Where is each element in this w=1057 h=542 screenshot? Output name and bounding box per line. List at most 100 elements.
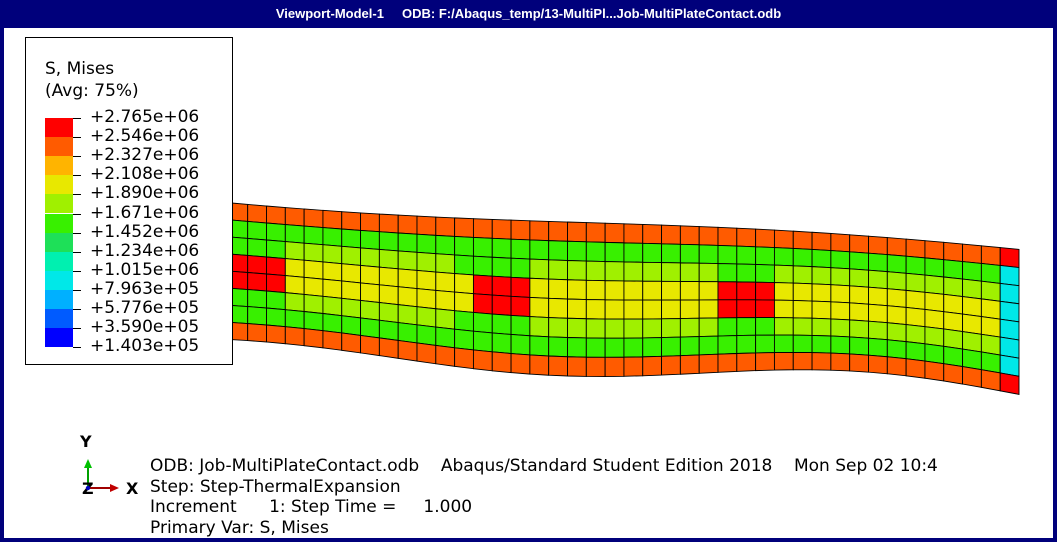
mesh-element [548,240,568,261]
mesh-element [548,278,568,300]
mesh-element [585,279,606,301]
mesh-element [943,241,964,263]
mesh-element [868,235,888,256]
mesh-element [999,264,1020,287]
mesh-element [736,317,757,337]
mesh-element [491,237,512,259]
triad-y-label: Y [79,432,92,451]
legend-swatch [45,156,73,176]
mesh-element [698,244,719,265]
mesh-element [378,319,399,341]
mesh-element [322,261,343,282]
mesh-element [962,261,982,282]
mesh-element [717,353,738,373]
mesh-element [247,289,267,309]
mesh-element [435,308,456,330]
mesh-element [567,337,587,358]
mesh-element [303,225,324,246]
mesh-element [604,299,625,320]
viewport-canvas[interactable]: S, Mises (Avg: 75%) +2.765e+06 +2.546e+06… [4,28,1053,538]
mesh-element [849,302,869,322]
odb-path-label: ODB: F:/Abaqus_temp/13-MultiPl...Job-Mul… [402,6,782,21]
mesh-element [397,214,418,235]
mesh-element [548,297,568,319]
mesh-element [510,257,531,279]
mesh-element [679,225,700,246]
mesh-element [435,216,456,237]
mesh-element [830,301,851,321]
mesh-element [698,299,719,319]
mesh-element [755,299,775,319]
mesh-element [284,309,305,330]
mesh-element [886,356,907,377]
mesh-element [905,272,926,293]
mesh-element [266,273,286,294]
mesh-element [661,318,681,339]
mesh-element [510,333,531,356]
mesh-element [529,258,550,280]
mesh-element [510,219,531,241]
mesh-element [661,243,681,264]
mesh-element [247,306,267,326]
mesh-element [266,307,286,328]
mesh-element [736,281,757,301]
mesh-element [755,317,775,336]
legend-value: +1.234e+06 [90,240,200,261]
mesh-element [266,239,286,260]
mesh-element [322,312,343,334]
mesh-element [943,328,964,350]
mesh-element [924,291,945,313]
legend-value: +1.452e+06 [90,221,200,242]
mesh-element [905,306,926,328]
legend-subtitle: (Avg: 75%) [45,81,139,101]
mesh-element [943,311,964,333]
mesh-element [905,358,926,379]
mesh-element [623,242,644,263]
mesh-element [886,271,907,291]
mesh-element [341,245,362,266]
mesh-element [811,266,832,286]
mesh-element [341,211,362,231]
legend-swatch [45,309,73,328]
info-primary-var-line: Primary Var: S, Mises [150,517,329,538]
mesh-element [472,274,493,296]
mesh-element [905,255,926,276]
mesh-element [435,234,456,256]
mesh-element [623,337,644,358]
mesh-element [548,317,568,338]
mesh-element [435,326,456,349]
mesh-element [510,238,531,260]
mesh-element [642,261,663,282]
mesh-element [416,269,437,291]
info-step-line: Step: Step-ThermalExpansion [150,476,401,497]
viewport-titlebar[interactable]: Viewport-Model-1 ODB: F:/Abaqus_temp/13-… [0,0,1057,28]
mesh-element [491,275,512,297]
mesh-element [661,224,681,245]
mesh-element [811,334,832,354]
mesh-element [679,243,700,264]
mesh-element [472,293,493,315]
mesh-element [679,317,700,338]
mesh-element [491,332,512,355]
mesh-element [830,335,851,355]
mesh-element [886,254,907,274]
mesh-element [943,363,964,385]
mesh-element [773,351,794,371]
legend-swatch [45,270,73,290]
mesh-element [360,299,380,321]
mesh-element [717,335,738,355]
mesh-element [717,244,738,265]
mesh-element [604,261,625,282]
mesh-element [247,220,267,241]
mesh-element [698,335,719,356]
mesh-element [454,273,474,295]
legend-value: +2.327e+06 [90,145,200,166]
mesh-element [322,244,343,265]
triad-y-arrowhead-icon [84,459,92,468]
mesh-element [849,353,869,373]
mesh-element [491,256,512,278]
mesh-element [792,351,813,371]
legend-value: +2.108e+06 [90,164,200,185]
mesh-element [886,288,907,308]
mesh-element [303,242,324,263]
